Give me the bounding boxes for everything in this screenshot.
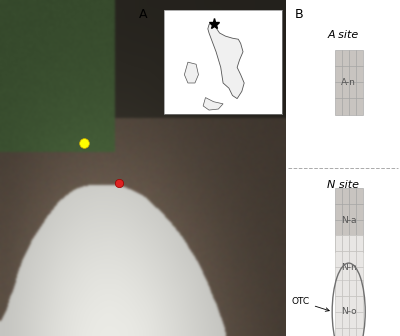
Bar [356,267,363,283]
Bar [356,66,363,82]
Bar [349,296,356,312]
Bar [342,220,349,236]
Bar [334,236,342,252]
Bar [334,251,342,267]
Bar [349,188,356,204]
Text: N-n: N-n [341,263,356,271]
Bar [349,98,356,115]
Bar [334,235,342,251]
Bar [356,283,363,299]
Bar [342,236,349,252]
Bar [349,82,356,98]
Text: OTC: OTC [292,297,329,311]
Bar [349,220,356,236]
Bar [342,296,349,312]
Text: N site: N site [327,180,359,190]
Bar [349,312,356,328]
Bar [342,66,349,82]
Bar [349,283,356,299]
Bar [342,280,349,296]
Text: A: A [139,8,147,22]
Bar [356,188,363,204]
Bar [356,220,363,236]
Bar [342,98,349,115]
Bar [342,235,349,251]
Bar [342,312,349,328]
Text: A site: A site [327,30,359,40]
Bar [334,220,342,236]
Bar [356,236,363,252]
Bar [334,98,342,115]
Bar [334,283,342,299]
Bar [356,280,363,296]
Bar [349,280,356,296]
Text: A-n: A-n [341,78,356,87]
Bar [334,267,342,283]
Bar [349,50,356,66]
Bar [334,312,342,328]
Bar [349,267,356,283]
Bar [349,328,356,336]
Bar [334,188,342,204]
Bar [356,296,363,312]
Bar [342,204,349,220]
Bar [356,82,363,98]
Bar [349,204,356,220]
Text: B: B [295,8,304,22]
Bar [342,82,349,98]
Bar [334,82,342,98]
Bar [342,50,349,66]
Polygon shape [203,97,223,110]
Bar [349,235,356,251]
Bar [334,296,342,312]
Bar [334,66,342,82]
Bar [356,98,363,115]
Bar [342,328,349,336]
Bar [342,283,349,299]
Bar [334,204,342,220]
Bar [342,188,349,204]
Text: N-o: N-o [341,307,356,316]
Bar [356,50,363,66]
Bar [356,251,363,267]
Bar [356,312,363,328]
Bar [356,204,363,220]
Bar [334,328,342,336]
Bar [342,267,349,283]
Text: N-a: N-a [341,216,356,224]
Bar [349,66,356,82]
Bar [342,251,349,267]
Bar [349,236,356,252]
Polygon shape [208,23,244,99]
Bar [349,251,356,267]
Bar [334,50,342,66]
Bar [356,235,363,251]
Bar [356,328,363,336]
Bar [334,280,342,296]
Polygon shape [184,62,198,83]
